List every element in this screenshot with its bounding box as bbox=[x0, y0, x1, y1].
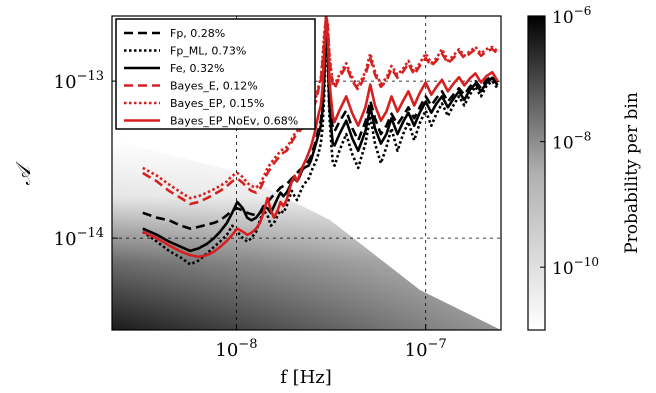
x-tick-label: 10−7 bbox=[405, 337, 447, 361]
series-line-bayes-ep bbox=[142, 16, 499, 200]
y-tick-label: 10−13 bbox=[54, 69, 104, 93]
colorbar-ticks: 10−6 10−8 10−10 bbox=[540, 4, 599, 279]
series-line-fp-ml bbox=[142, 16, 499, 266]
x-tick-label: 10−8 bbox=[215, 337, 257, 361]
colorbar: 10−6 10−8 10−10 Probability per bin bbox=[527, 4, 642, 331]
plot-frame bbox=[111, 15, 502, 331]
series-line-fp bbox=[142, 16, 499, 230]
series-group bbox=[142, 16, 499, 266]
x-axis-ticks: 10−8 10−7 bbox=[215, 324, 447, 361]
x-axis-label: f [Hz] bbox=[280, 367, 332, 388]
legend-box bbox=[115, 18, 316, 130]
y-axis-label: 𝒜 bbox=[11, 160, 35, 185]
colorbar-tick-label: 10−8 bbox=[552, 130, 591, 154]
series-line-fe bbox=[142, 16, 499, 253]
legend-entry-bayes-ep-noev: Bayes_EP_NoEv, 0.68% bbox=[170, 115, 298, 128]
colorbar-tick-label: 10−6 bbox=[552, 4, 591, 28]
legend-entry-bayes-ep: Bayes_EP, 0.15% bbox=[170, 97, 264, 110]
colorbar-gradient bbox=[527, 15, 546, 331]
legend-entry-bayes-e: Bayes_E, 0.12% bbox=[170, 80, 258, 93]
series-line-bayes-e bbox=[142, 16, 499, 206]
legend-entry-fp: Fp, 0.28% bbox=[170, 27, 225, 40]
series-line-bayes-ep-noev bbox=[142, 16, 499, 259]
y-tick-label: 10−14 bbox=[54, 226, 104, 250]
colorbar-tick-label: 10−10 bbox=[552, 255, 599, 279]
legend-entry-fp-ml: Fp_ML, 0.73% bbox=[170, 45, 246, 58]
y-axis-ticks: 10−14 10−13 bbox=[54, 69, 118, 250]
colorbar-label: Probability per bin bbox=[622, 92, 642, 254]
legend-entry-fe: Fe, 0.32% bbox=[170, 62, 224, 75]
legend: Fp, 0.28% Fp_ML, 0.73% Fe, 0.32% Bayes_E, 0… bbox=[115, 18, 316, 130]
